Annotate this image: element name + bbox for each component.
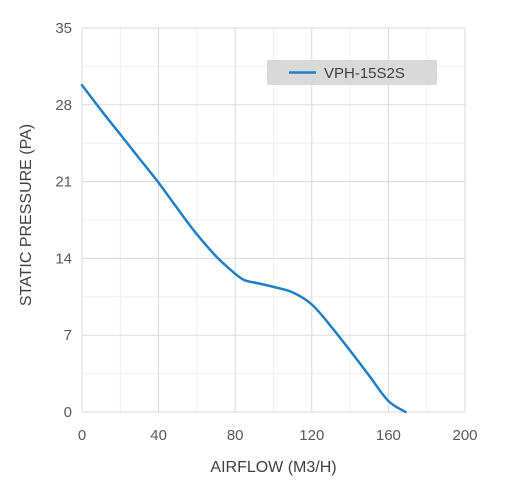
y-tick-label: 35 (55, 20, 72, 37)
x-tick-labels: 0 40 80 120 160 200 (78, 427, 478, 444)
y-tick-label: 14 (55, 250, 72, 267)
y-tick-label: 7 (64, 327, 72, 344)
legend: VPH-15S2S (267, 60, 437, 85)
series-layer (80, 83, 407, 414)
x-tick-label: 40 (150, 427, 167, 444)
y-tick-label: 21 (55, 174, 72, 191)
y-tick-label: 0 (64, 404, 72, 421)
y-axis-title: STATIC PRESSURE (PA) (18, 124, 35, 306)
x-tick-label: 120 (299, 427, 324, 444)
x-axis-title: AIRFLOW (M3/H) (210, 459, 336, 476)
x-tick-label: 0 (78, 427, 86, 444)
x-tick-label: 160 (376, 427, 401, 444)
x-tick-label: 80 (227, 427, 244, 444)
x-tick-label: 200 (452, 427, 477, 444)
series-line (80, 83, 407, 414)
y-tick-labels: 0 7 14 21 28 35 (55, 20, 72, 421)
plot-frame (81, 27, 466, 413)
y-tick-label: 28 (55, 97, 72, 114)
major-gridlines (82, 28, 465, 412)
legend-label: VPH-15S2S (324, 65, 405, 82)
